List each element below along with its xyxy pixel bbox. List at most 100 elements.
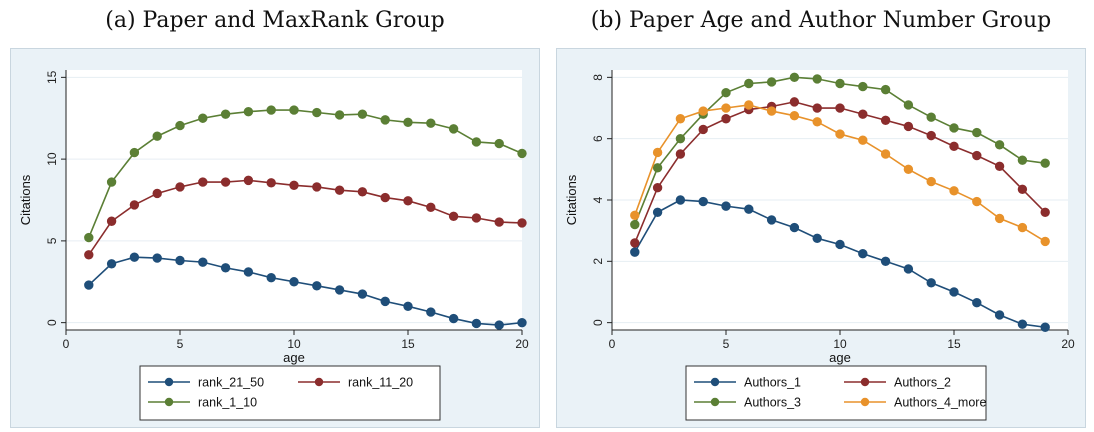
data-point — [721, 114, 731, 124]
x-tick-label: 20 — [515, 337, 529, 351]
data-point — [652, 163, 663, 173]
x-tick-label: 15 — [401, 337, 415, 351]
x-tick-label: 10 — [287, 337, 301, 351]
data-point — [426, 118, 436, 128]
data-point — [972, 150, 982, 161]
data-point — [926, 112, 936, 122]
legend-label: Authors_4_more — [894, 396, 986, 410]
data-point — [129, 147, 140, 158]
y-axis-label: Citations — [564, 174, 579, 225]
data-point — [903, 121, 914, 132]
data-point — [675, 114, 686, 124]
data-point — [721, 87, 731, 98]
legend-marker — [164, 377, 174, 387]
data-point — [152, 188, 162, 199]
legend-label: Authors_3 — [744, 396, 801, 410]
data-point — [84, 232, 94, 243]
data-point — [1017, 319, 1028, 329]
y-tick-label: 5 — [45, 237, 59, 244]
data-point — [766, 215, 777, 225]
data-point — [652, 147, 663, 158]
data-point — [972, 127, 982, 138]
data-point — [403, 301, 413, 311]
data-point — [858, 109, 868, 119]
data-point — [517, 218, 527, 228]
data-point — [312, 182, 322, 192]
data-point — [835, 103, 845, 113]
data-point — [243, 175, 254, 186]
data-point — [926, 278, 936, 288]
data-point — [243, 267, 254, 277]
data-point — [789, 72, 800, 83]
data-point — [630, 219, 640, 230]
data-point — [994, 310, 1005, 320]
data-point — [880, 84, 891, 95]
data-point — [175, 120, 185, 131]
data-point — [357, 187, 368, 197]
data-point — [789, 110, 800, 121]
data-point — [835, 239, 845, 250]
y-tick-label: 4 — [591, 196, 605, 203]
data-point — [312, 281, 322, 291]
data-point — [858, 81, 868, 92]
data-point — [835, 78, 845, 89]
data-point — [858, 135, 868, 145]
y-axis-label: Citations — [18, 174, 33, 225]
data-point — [903, 100, 914, 110]
data-point — [448, 211, 459, 222]
data-point — [129, 252, 140, 262]
data-point — [517, 317, 527, 328]
legend-label: rank_11_20 — [348, 376, 413, 390]
x-tick-label: 0 — [63, 337, 70, 351]
x-tick-label: 15 — [947, 337, 961, 351]
data-point — [380, 192, 390, 203]
data-point — [880, 256, 891, 267]
x-tick-label: 10 — [833, 337, 847, 351]
line-chart-b: 0 2 4 6 8 0 5 10 15 20 age Citations Authors_1 Author… — [556, 48, 1086, 428]
y-tick-label: 0 — [45, 319, 59, 326]
panel-b: (b) Paper Age and Author Number Group 0 2… — [556, 0, 1086, 432]
data-point — [517, 148, 527, 159]
data-point — [949, 141, 959, 152]
panel-caption: (b) Paper Age and Author Number Group — [590, 8, 1052, 33]
legend-marker — [860, 377, 870, 387]
data-point — [289, 105, 299, 115]
data-point — [289, 277, 299, 287]
data-point — [972, 298, 982, 308]
data-point — [1017, 222, 1028, 233]
data-point — [880, 149, 891, 159]
x-tick-label: 5 — [177, 337, 184, 351]
data-point — [380, 115, 390, 125]
data-point — [675, 133, 686, 144]
data-point — [220, 177, 231, 187]
x-tick-label: 0 — [609, 337, 616, 351]
data-point — [494, 138, 504, 149]
data-point — [220, 263, 231, 273]
data-point — [243, 106, 254, 117]
data-point — [766, 77, 777, 87]
data-point — [994, 140, 1005, 150]
data-point — [334, 110, 345, 120]
data-point — [448, 124, 459, 134]
data-point — [152, 131, 162, 141]
data-point — [152, 253, 162, 263]
data-point — [1017, 184, 1028, 194]
y-tick-label: 15 — [45, 70, 59, 84]
data-point — [789, 222, 800, 233]
data-point — [652, 183, 663, 193]
data-point — [448, 313, 459, 324]
data-point — [949, 123, 959, 133]
data-point — [721, 201, 731, 211]
data-point — [494, 217, 504, 227]
data-point — [266, 105, 276, 115]
legend-label: rank_21_50 — [198, 376, 264, 390]
y-tick-label: 10 — [45, 152, 59, 166]
data-point — [903, 164, 914, 175]
data-point — [312, 107, 322, 118]
data-point — [812, 233, 822, 244]
data-point — [106, 177, 117, 187]
data-point — [949, 186, 959, 196]
data-point — [698, 124, 708, 135]
legend-marker — [710, 397, 720, 407]
